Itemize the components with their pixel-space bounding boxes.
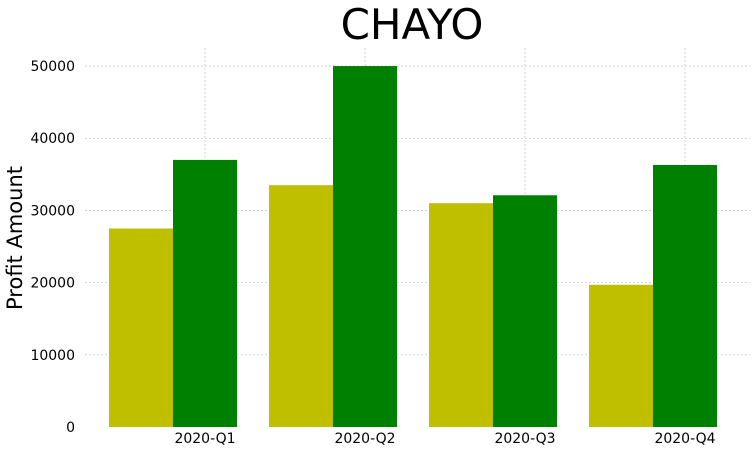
bar-2020-q3-series-1 — [429, 203, 493, 427]
y-tick-label: 50000 — [30, 59, 75, 75]
y-axis-ticks: 0 10000 20000 30000 40000 50000 — [30, 59, 75, 436]
y-axis-label: Profit Amount — [3, 166, 27, 310]
bar-2020-q1-series-1 — [109, 228, 173, 427]
y-tick-label: 10000 — [30, 348, 75, 364]
bar-2020-q3-series-2 — [493, 195, 557, 427]
x-tick-label: 2020-Q3 — [494, 431, 555, 447]
bar-2020-q2-series-2 — [333, 66, 397, 428]
bar-2020-q2-series-1 — [269, 185, 333, 427]
x-tick-label: 2020-Q2 — [334, 431, 395, 447]
y-tick-label: 40000 — [30, 131, 75, 147]
x-tick-label: 2020-Q4 — [654, 431, 715, 447]
y-tick-label: 20000 — [30, 276, 75, 292]
bars — [109, 66, 717, 428]
chart-title: CHAYO — [341, 0, 484, 49]
y-tick-label: 30000 — [30, 203, 75, 219]
x-axis-ticks: 2020-Q1 2020-Q2 2020-Q3 2020-Q4 — [174, 431, 715, 447]
bar-2020-q1-series-2 — [173, 159, 237, 427]
bar-2020-q4-series-1 — [589, 284, 653, 427]
x-tick-label: 2020-Q1 — [174, 431, 235, 447]
bar-2020-q4-series-2 — [653, 164, 717, 427]
y-tick-label: 0 — [66, 420, 75, 436]
